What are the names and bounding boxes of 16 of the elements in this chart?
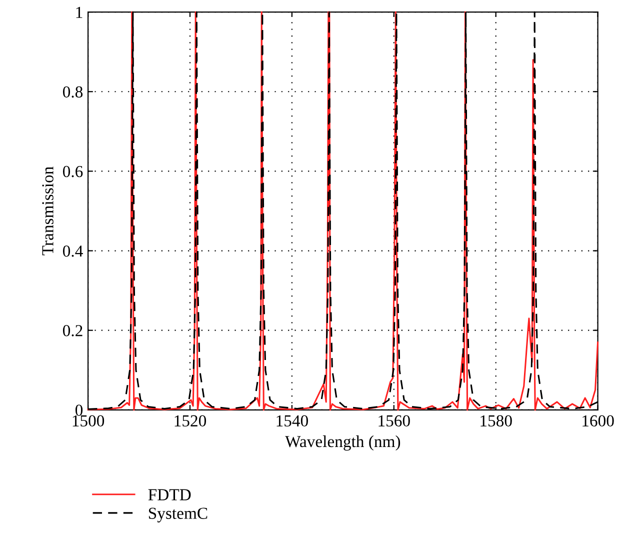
legend-label: SystemC	[148, 508, 208, 522]
y-tick-label: 0.6	[62, 166, 83, 178]
x-axis-title: Wavelength (nm)	[285, 435, 400, 451]
y-tick-label: 0.2	[62, 325, 82, 336]
x-tick-label: 1500	[72, 415, 104, 426]
x-tick-label: 1540	[276, 415, 308, 426]
y-tick-label: 0.4	[62, 245, 83, 257]
x-tick-label: 1600	[582, 415, 614, 426]
y-axis-title: Transmission	[42, 166, 54, 256]
y-tick-label: 0	[75, 404, 83, 416]
legend-label: FDTD	[148, 489, 191, 500]
y-tick-label: 1	[76, 6, 82, 18]
y-tick-label: 0.8	[62, 86, 83, 98]
x-tick-label: 1580	[480, 415, 512, 426]
x-tick-label: 1520	[174, 415, 206, 426]
x-tick-label: 1560	[378, 415, 410, 426]
